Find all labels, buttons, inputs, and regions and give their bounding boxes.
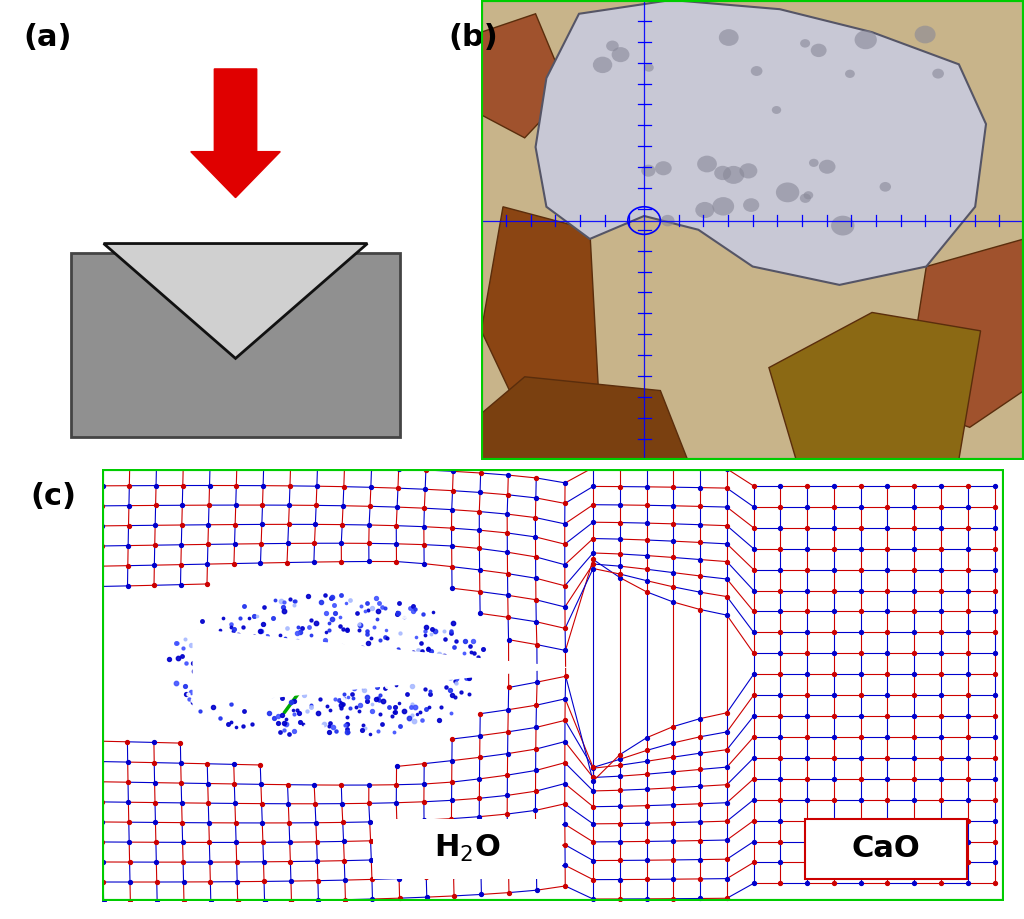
- Polygon shape: [481, 14, 568, 138]
- Bar: [805, 819, 968, 879]
- Circle shape: [713, 197, 734, 216]
- Circle shape: [831, 216, 854, 235]
- Circle shape: [809, 159, 818, 167]
- Circle shape: [697, 155, 717, 173]
- Circle shape: [739, 164, 758, 178]
- Circle shape: [611, 47, 630, 62]
- Polygon shape: [481, 377, 687, 460]
- Text: (c): (c): [31, 482, 77, 511]
- Circle shape: [800, 194, 811, 203]
- Text: (a): (a): [24, 23, 72, 52]
- Bar: [373, 819, 562, 879]
- Circle shape: [811, 44, 826, 57]
- Text: (b): (b): [449, 23, 499, 52]
- Circle shape: [644, 63, 653, 72]
- Polygon shape: [193, 629, 571, 706]
- Circle shape: [845, 70, 855, 78]
- Polygon shape: [481, 207, 601, 446]
- FancyArrow shape: [190, 69, 281, 198]
- Circle shape: [932, 69, 944, 78]
- Bar: [71, 253, 400, 437]
- Polygon shape: [103, 244, 368, 358]
- Circle shape: [819, 160, 836, 174]
- Circle shape: [641, 165, 655, 176]
- Circle shape: [914, 26, 936, 43]
- Circle shape: [655, 161, 672, 176]
- Text: CaO: CaO: [852, 834, 921, 863]
- Circle shape: [800, 40, 810, 48]
- Circle shape: [804, 191, 813, 199]
- Circle shape: [593, 57, 612, 74]
- Circle shape: [772, 106, 781, 114]
- Circle shape: [855, 30, 877, 50]
- Circle shape: [719, 29, 738, 46]
- Circle shape: [660, 215, 675, 226]
- Circle shape: [606, 40, 618, 51]
- Text: H$_2$O: H$_2$O: [434, 834, 501, 865]
- Polygon shape: [536, 0, 986, 285]
- Circle shape: [751, 66, 763, 76]
- Circle shape: [880, 182, 891, 192]
- Circle shape: [743, 199, 759, 212]
- Circle shape: [776, 183, 800, 202]
- Polygon shape: [769, 312, 981, 460]
- Circle shape: [695, 202, 715, 218]
- Polygon shape: [904, 239, 1024, 427]
- Circle shape: [714, 165, 731, 180]
- Circle shape: [723, 166, 744, 184]
